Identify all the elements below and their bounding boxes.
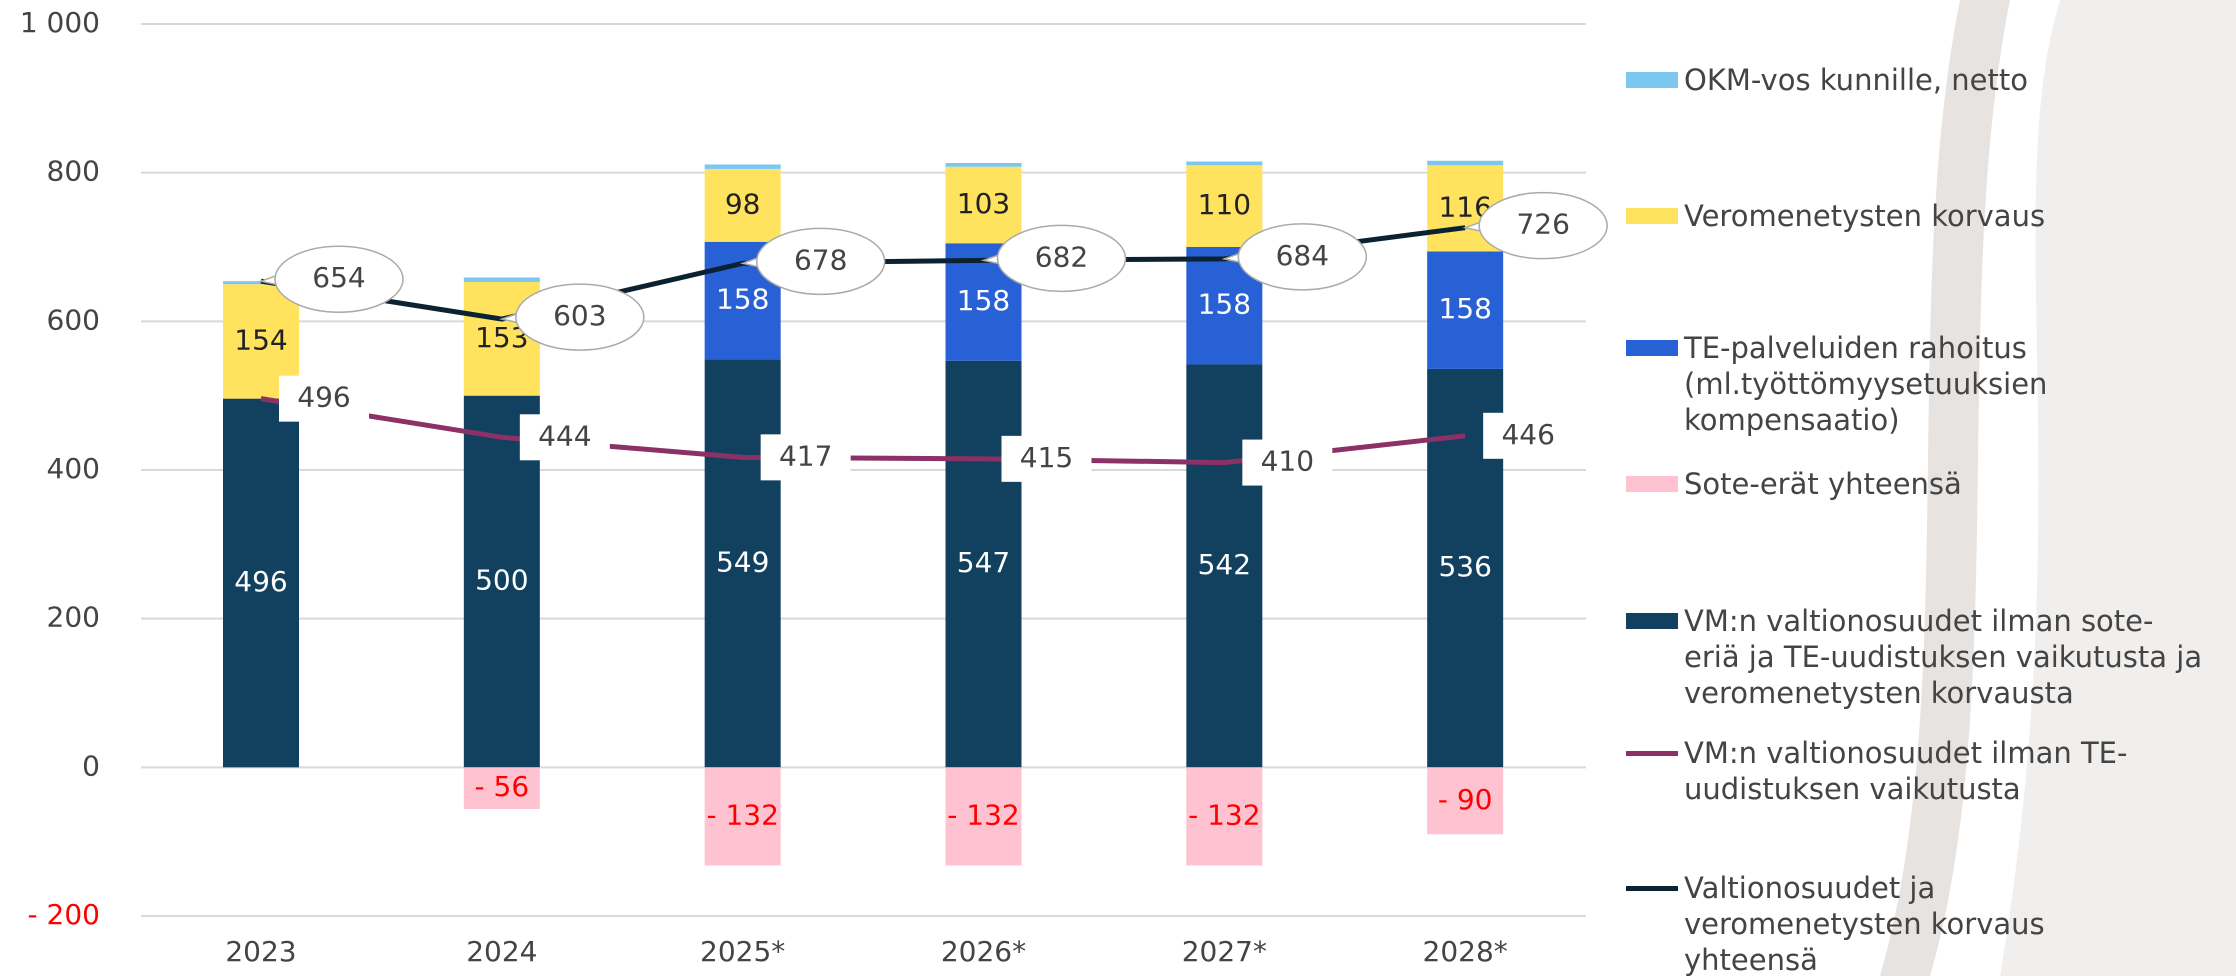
legend-item: VM:n valtionosuudet ilman TE-uudistuksen… — [1626, 735, 2194, 807]
data-label: 415 — [1020, 441, 1073, 474]
data-label: 154 — [234, 323, 287, 356]
data-label: 444 — [538, 419, 591, 452]
legend-item: Sote-erät yhteensä — [1626, 466, 2084, 502]
legend-item: Valtionosuudet ja veromenetysten korvaus… — [1626, 870, 2084, 976]
legend-swatch — [1626, 476, 1678, 492]
bar — [705, 164, 781, 168]
x-tick-label: 2024 — [466, 935, 537, 968]
data-label: 726 — [1516, 208, 1569, 241]
x-tick-label: 2023 — [225, 935, 296, 968]
data-label: 110 — [1198, 188, 1251, 221]
legend-swatch — [1626, 208, 1678, 224]
legend-item: OKM-vos kunnille, netto — [1626, 62, 2084, 98]
data-label: 496 — [297, 381, 350, 414]
legend-swatch — [1626, 340, 1678, 356]
legend-label: Valtionosuudet ja veromenetysten korvaus… — [1684, 870, 2084, 976]
data-label: - 132 — [947, 798, 1019, 831]
legend-label: VM:n valtionosuudet ilman TE-uudistuksen… — [1684, 735, 2194, 807]
legend-label: VM:n valtionosuudet ilman sote-eriä ja T… — [1684, 603, 2204, 711]
bar — [464, 277, 540, 281]
data-label: - 56 — [475, 770, 530, 803]
legend-item: VM:n valtionosuudet ilman sote-eriä ja T… — [1626, 603, 2204, 711]
y-tick-label: 1 000 — [20, 6, 100, 39]
data-label: - 90 — [1438, 783, 1493, 816]
y-tick-label: 0 — [82, 749, 100, 782]
bar — [1186, 162, 1262, 166]
y-tick-label: - 200 — [28, 898, 100, 931]
data-label: 654 — [312, 261, 365, 294]
data-label: - 132 — [1188, 798, 1260, 831]
legend-label: OKM-vos kunnille, netto — [1684, 62, 2084, 98]
data-label: 103 — [957, 187, 1010, 220]
data-label: 446 — [1501, 418, 1554, 451]
y-tick-label: 800 — [47, 155, 100, 188]
legend-label: Sote-erät yhteensä — [1684, 466, 2084, 502]
data-label: 542 — [1198, 548, 1251, 581]
data-label: 536 — [1438, 550, 1491, 583]
data-label: 500 — [475, 564, 528, 597]
bar — [1427, 161, 1503, 165]
data-label: 158 — [957, 284, 1010, 317]
legend-swatch — [1626, 886, 1678, 891]
x-tick-label: 2026* — [941, 935, 1026, 968]
legend-label: TE-palveluiden rahoitus (ml.työttömyyset… — [1684, 330, 2204, 438]
data-label: 158 — [1438, 292, 1491, 325]
legend-item: Veromenetysten korvaus — [1626, 198, 2084, 234]
data-label: 158 — [1198, 288, 1251, 321]
legend-swatch — [1626, 613, 1678, 629]
legend-label: Veromenetysten korvaus — [1684, 198, 2084, 234]
data-label: 678 — [794, 243, 847, 276]
page: 1 000 800 600 400 200 0 - 200 2023 2024 2025* 2026… — [0, 0, 2236, 976]
data-label: 417 — [779, 439, 832, 472]
legend-item: TE-palveluiden rahoitus (ml.työttömyyset… — [1626, 330, 2204, 438]
y-tick-label: 200 — [47, 601, 100, 634]
y-tick-label: 400 — [47, 452, 100, 485]
data-label: 684 — [1276, 239, 1329, 272]
x-tick-label: 2028* — [1423, 935, 1508, 968]
legend-swatch — [1626, 751, 1678, 756]
y-tick-label: 600 — [47, 303, 100, 336]
data-label: 682 — [1035, 240, 1088, 273]
data-label: 603 — [553, 299, 606, 332]
data-label: 496 — [234, 565, 287, 598]
x-tick-label: 2027* — [1182, 935, 1267, 968]
bar — [946, 163, 1022, 167]
data-label: 158 — [716, 283, 769, 316]
data-label: - 132 — [706, 798, 778, 831]
legend-swatch — [1626, 72, 1678, 88]
x-tick-label: 2025* — [700, 935, 785, 968]
data-label: 98 — [725, 187, 761, 220]
data-label: 547 — [957, 546, 1010, 579]
data-label: 410 — [1261, 445, 1314, 478]
data-label: 549 — [716, 545, 769, 578]
